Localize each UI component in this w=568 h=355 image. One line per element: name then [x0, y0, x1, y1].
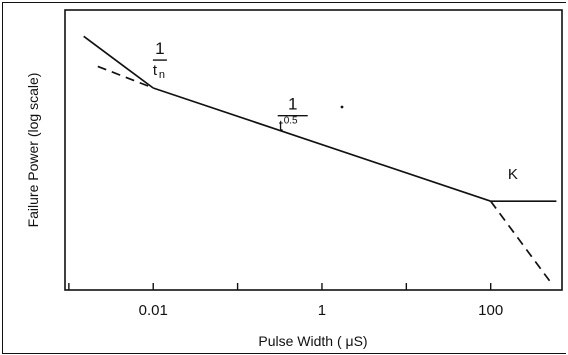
annotation-tn-numerator: 1	[155, 39, 164, 58]
annotation-t05-denominator: t	[279, 118, 284, 135]
annotation-inverse-tn: 1 t n	[152, 39, 167, 81]
annotation-t05-numerator: 1	[288, 95, 297, 114]
dashed-extension-line	[97, 65, 154, 89]
stray-dot	[340, 105, 344, 109]
y-axis-label: Failure Power (log scale)	[25, 73, 41, 228]
x-tick-label: 100	[478, 302, 503, 319]
x-tick-label: 0.01	[139, 302, 168, 319]
annotation-tn-denominator: t	[153, 62, 158, 79]
plot-area-border	[64, 9, 563, 291]
annotation-inverse-sqrt-t: 1 t 0.5	[277, 95, 308, 135]
x-axis-ticks	[68, 283, 492, 290]
failure-power-line	[83, 35, 154, 89]
annotation-k: K	[508, 166, 518, 183]
x-axis-label: Pulse Width ( μS)	[258, 333, 367, 349]
series-lines	[83, 35, 557, 282]
failure-power-line	[152, 87, 491, 203]
dashed-extension-line	[490, 200, 551, 282]
annotation-t05-superscript: 0.5	[284, 116, 298, 127]
x-axis-tick-labels: 0.01 1 100	[139, 302, 504, 319]
annotation-tn-subscript: n	[159, 69, 165, 81]
x-tick-label: 1	[318, 302, 326, 319]
